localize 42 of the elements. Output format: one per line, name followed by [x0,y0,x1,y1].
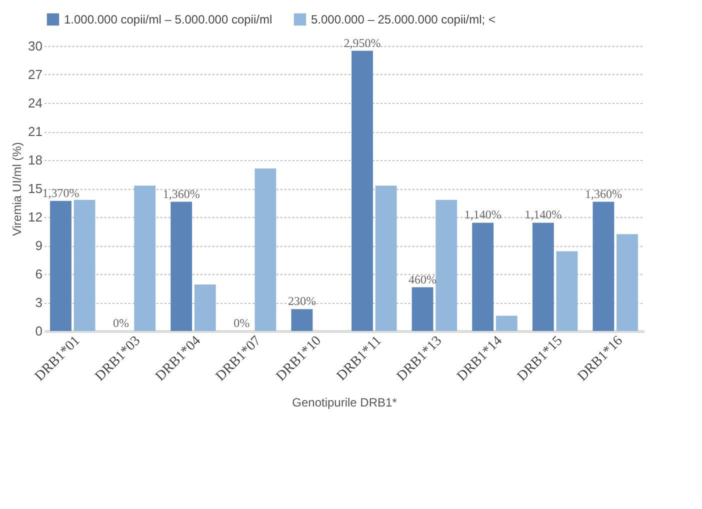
data-label: 1,140% [524,208,562,222]
y-axis-title: Viremia UI/ml (%) [10,142,24,236]
bar [436,200,458,331]
bar [412,287,434,331]
data-label: 0% [113,316,130,330]
bar [170,202,192,331]
y-tick-label: 3 [35,295,42,310]
legend-label: 1.000.000 copii/ml – 5.000.000 copii/ml [64,12,272,26]
data-label: 2,950% [344,36,381,50]
bar [496,316,518,331]
bar [532,222,554,331]
bar [352,50,373,331]
bar [556,251,578,331]
y-tick-label: 24 [28,96,42,110]
bar [291,309,313,331]
y-tick-label: 30 [28,38,42,54]
data-label: 230% [288,294,316,308]
data-label: 1,370% [42,186,80,200]
data-label: 460% [408,272,437,286]
legend-label: 5.000.000 – 25.000.000 copii/ml; < [311,12,496,26]
y-tick-label: 15 [28,181,42,196]
bar [375,186,397,331]
bar [254,168,276,331]
data-label: 1,360% [584,186,622,201]
bar [194,284,216,331]
data-label: 0% [234,316,250,330]
bar [472,222,494,331]
bar [74,200,96,331]
x-axis-title: Genotipurile DRB1* [292,396,398,410]
bar [50,200,72,331]
bar [592,202,614,331]
data-label: 1,360% [162,186,200,201]
bar [134,186,156,331]
y-tick-label: 6 [35,266,42,282]
data-label: 1,140% [464,208,502,222]
y-tick-label: 12 [28,210,42,224]
bar [616,234,638,331]
y-tick-label: 27 [28,67,42,82]
y-tick-label: 18 [28,152,42,168]
y-tick-label: 0 [35,324,42,338]
y-tick-label: 9 [35,238,42,253]
y-tick-label: 21 [28,124,42,139]
